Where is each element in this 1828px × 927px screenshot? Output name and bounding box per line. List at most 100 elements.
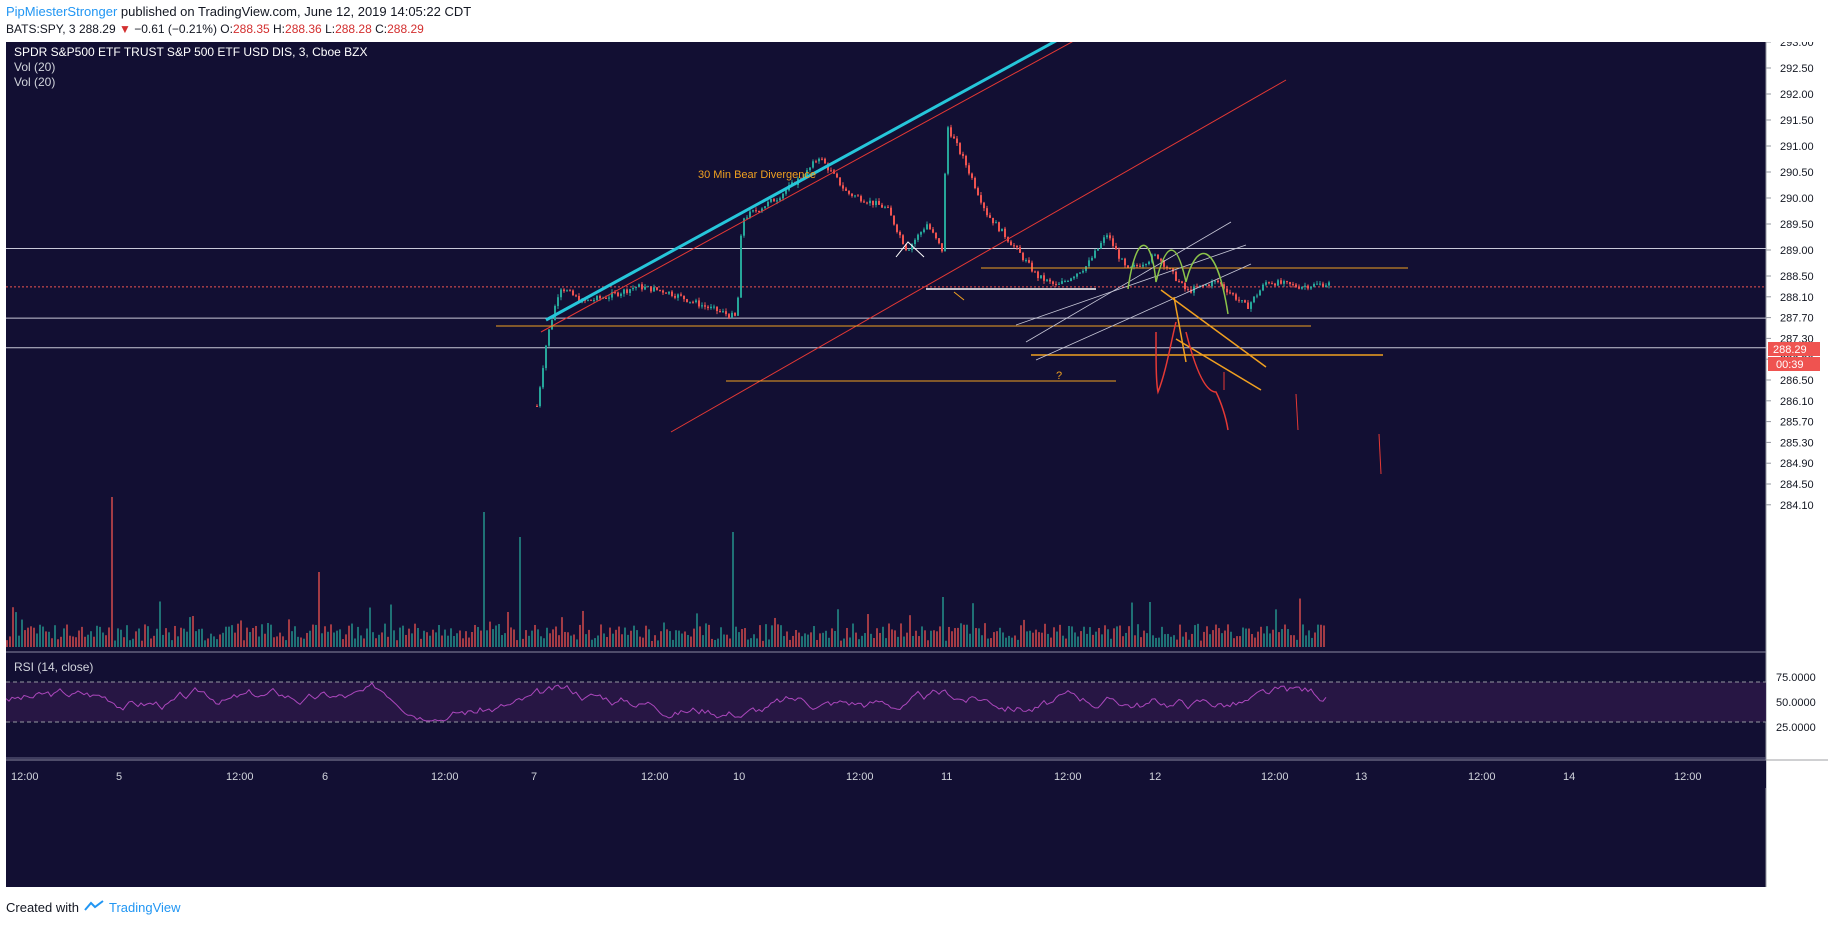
volume-bar bbox=[912, 635, 914, 647]
candle-body bbox=[1169, 268, 1171, 270]
candle-body bbox=[971, 173, 973, 178]
volume-bar bbox=[990, 638, 992, 647]
volume-bar bbox=[258, 636, 260, 647]
candle-body bbox=[1058, 283, 1060, 285]
volume-bar bbox=[972, 603, 974, 647]
tradingview-brand[interactable]: TradingView bbox=[108, 900, 181, 915]
volume-bar bbox=[693, 628, 695, 647]
volume-bar bbox=[915, 630, 917, 647]
volume-bar bbox=[1167, 633, 1169, 647]
candle-body bbox=[989, 215, 991, 218]
candle-body bbox=[1043, 275, 1045, 281]
candle-body bbox=[671, 291, 673, 296]
volume-bar bbox=[135, 631, 137, 647]
volume-bar bbox=[264, 633, 266, 647]
volume-bar bbox=[513, 629, 515, 647]
last-price-tag bbox=[1768, 342, 1820, 356]
volume-bar bbox=[744, 628, 746, 647]
candle-body bbox=[860, 196, 862, 202]
candle-body bbox=[875, 201, 877, 206]
candle-body bbox=[641, 284, 643, 290]
volume-bar bbox=[18, 635, 20, 647]
candle-body bbox=[1097, 248, 1099, 251]
volume-bar bbox=[546, 627, 548, 647]
volume-bar bbox=[165, 628, 167, 647]
volume-bar bbox=[534, 624, 536, 647]
candle-body bbox=[605, 297, 607, 299]
volume-bar bbox=[204, 640, 206, 647]
candle-body bbox=[545, 345, 547, 369]
volume-bar bbox=[636, 630, 638, 647]
volume-bar bbox=[831, 628, 833, 647]
volume-bar bbox=[477, 626, 479, 647]
candle-body bbox=[617, 292, 619, 296]
volume-bar bbox=[129, 640, 131, 647]
volume-bar bbox=[162, 634, 164, 647]
volume-bar bbox=[885, 638, 887, 647]
volume-bar bbox=[468, 637, 470, 647]
candle-body bbox=[1208, 284, 1210, 287]
volume-bar bbox=[1071, 626, 1073, 647]
volume-bar bbox=[1017, 639, 1019, 647]
candle-body bbox=[914, 239, 916, 245]
volume-bar bbox=[1026, 631, 1028, 647]
volume-bar bbox=[159, 601, 161, 647]
volume-bar bbox=[621, 634, 623, 647]
volume-bar bbox=[1161, 626, 1163, 647]
time-tick-label: 13 bbox=[1355, 771, 1367, 783]
volume-bar bbox=[483, 512, 485, 647]
author-link[interactable]: PipMiesterStronger bbox=[6, 4, 118, 19]
volume-bar bbox=[327, 631, 329, 647]
candle-body bbox=[872, 200, 874, 206]
volume-bar bbox=[1230, 631, 1232, 647]
volume-bar bbox=[747, 639, 749, 647]
candle-body bbox=[950, 127, 952, 137]
volume-bar bbox=[738, 632, 740, 647]
candle-body bbox=[1244, 300, 1246, 303]
volume-bar bbox=[945, 640, 947, 647]
candle-body bbox=[770, 199, 772, 202]
candle-body bbox=[1181, 281, 1183, 283]
candle-body bbox=[737, 297, 739, 316]
volume-bar bbox=[453, 636, 455, 647]
candle-body bbox=[911, 244, 913, 250]
candle-body bbox=[839, 177, 841, 186]
price-chart[interactable]: 293.00 292.50 292.00 291.50 291.00 290.50 290.… bbox=[5, 35, 1828, 892]
candle-body bbox=[1091, 257, 1093, 261]
chart-area[interactable]: 293.00 292.50 292.00 291.50 291.00 290.50 290.… bbox=[5, 35, 1828, 892]
candle-body bbox=[1145, 264, 1147, 266]
candle-body bbox=[572, 290, 574, 296]
candle-body bbox=[1292, 284, 1294, 286]
candle-body bbox=[1241, 300, 1243, 302]
candle-body bbox=[785, 190, 787, 194]
volume-bar bbox=[1218, 628, 1220, 647]
volume-bar bbox=[888, 623, 890, 647]
volume-bar bbox=[1092, 634, 1094, 647]
candle-body bbox=[647, 286, 649, 288]
candle-body bbox=[689, 301, 691, 303]
volume-bar bbox=[1212, 630, 1214, 647]
price-tick-label: 288.50 bbox=[1780, 271, 1814, 283]
volume-bar bbox=[219, 634, 221, 647]
volume-bar bbox=[687, 634, 689, 647]
volume-bar bbox=[1272, 629, 1274, 647]
volume-bar bbox=[1137, 624, 1139, 647]
volume-bar bbox=[1083, 626, 1085, 647]
candle-body bbox=[1112, 238, 1114, 246]
volume-bar bbox=[963, 624, 965, 647]
candle-body bbox=[566, 290, 568, 292]
candle-body bbox=[1061, 281, 1063, 284]
volume-bar bbox=[804, 633, 806, 647]
volume-bar bbox=[1227, 624, 1229, 647]
candle-body bbox=[707, 306, 709, 309]
candle-body bbox=[755, 210, 757, 212]
candle-body bbox=[1163, 260, 1165, 267]
volume-bar bbox=[480, 630, 482, 647]
volume-bar bbox=[459, 630, 461, 647]
volume-bar bbox=[1266, 626, 1268, 647]
candle-body bbox=[542, 368, 544, 388]
volume-bar bbox=[777, 624, 779, 647]
volume-bar bbox=[42, 626, 44, 647]
volume-bar bbox=[465, 631, 467, 647]
high-value: 288.36 bbox=[285, 22, 322, 36]
